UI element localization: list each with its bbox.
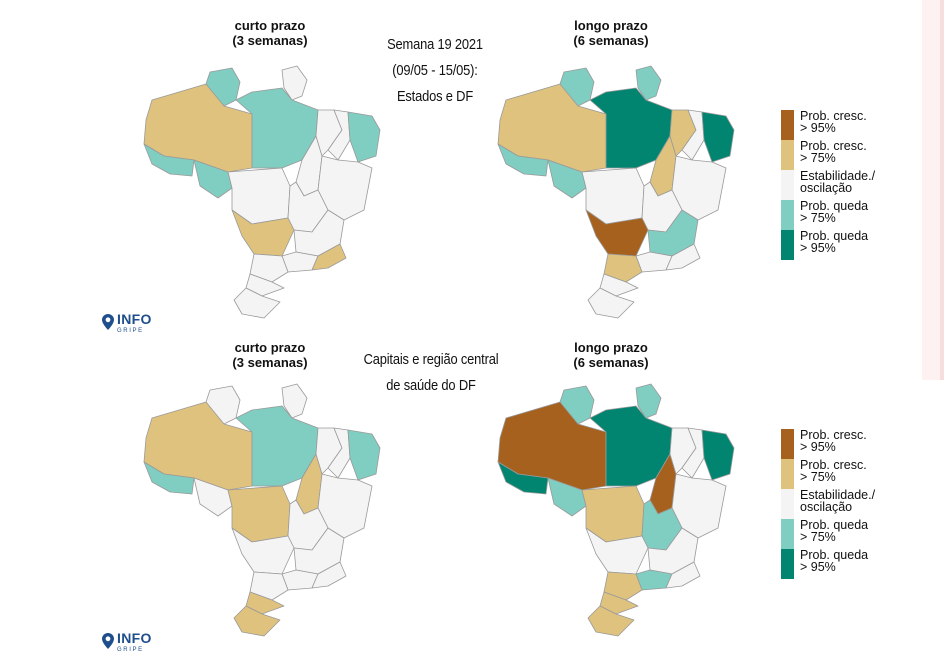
region-ms [231, 209, 295, 257]
region-sc [599, 591, 639, 615]
region-rs [587, 287, 635, 319]
legend-swatch [781, 429, 794, 459]
legend-item: Prob. queda > 95% [781, 549, 921, 579]
side-panel-strip [922, 0, 944, 380]
logo-sub-text: GRIPE [117, 647, 144, 653]
legend-top: Prob. cresc. > 95% Prob. cresc. > 75% Esta… [781, 110, 921, 260]
legend-label: Prob. cresc. > 75% [800, 458, 867, 484]
region-rs [233, 605, 281, 637]
region-ms [585, 527, 649, 575]
region-ap [281, 383, 308, 419]
legend-swatch [781, 200, 794, 230]
legend-label: Prob. cresc. > 95% [800, 428, 867, 454]
region-sc [599, 273, 639, 297]
map-pin-icon [102, 633, 114, 649]
logo-sub-text: GRIPE [117, 328, 144, 334]
region-rj [665, 243, 701, 271]
map-title-states-long: longo prazo (6 semanas) [573, 18, 649, 48]
region-ro [193, 477, 233, 517]
legend-item: Prob. cresc. > 75% [781, 459, 921, 489]
legend-label: Prob. queda > 75% [800, 518, 869, 544]
region-sc [245, 591, 285, 615]
region-ac [143, 143, 195, 177]
region-rj [311, 243, 347, 271]
legend-label: Prob. cresc. > 75% [800, 139, 867, 165]
map-states-long [497, 65, 735, 319]
region-ro [193, 159, 233, 199]
side-panel-edge [940, 0, 944, 380]
region-ap [281, 65, 308, 101]
legend-label: Prob. queda > 95% [800, 229, 869, 255]
region-ne-coast [701, 429, 735, 481]
logo-main-text: INFO [117, 311, 152, 327]
map-title-capitals-short: curto prazo (3 semanas) [232, 340, 308, 370]
region-ne-coast [347, 111, 381, 163]
legend-swatch [781, 489, 794, 519]
region-ro [547, 159, 587, 199]
map-states-short [143, 65, 381, 319]
logo-main-text: INFO [117, 630, 152, 646]
infogripe-logo-top: INFO GRIPE [102, 311, 152, 336]
legend-bottom: Prob. cresc. > 95% Prob. cresc. > 75% Esta… [781, 429, 921, 579]
legend-label: Estabilidade./oscilação [800, 488, 876, 514]
legend-swatch [781, 170, 794, 200]
legend-swatch [781, 110, 794, 140]
map-title-states-short: curto prazo (3 semanas) [232, 18, 308, 48]
legend-item: Prob. cresc. > 75% [781, 140, 921, 170]
region-ac [497, 461, 549, 495]
infogripe-logo-bottom: INFO GRIPE [102, 630, 152, 655]
legend-swatch [781, 230, 794, 260]
legend-item: Prob. queda > 95% [781, 230, 921, 260]
legend-label: Estabilidade./oscilação [800, 169, 876, 195]
legend-swatch [781, 549, 794, 579]
region-rs [233, 287, 281, 319]
legend-swatch [781, 140, 794, 170]
region-ms [585, 209, 649, 257]
map-capitals-long [497, 383, 735, 637]
region-ro [547, 477, 587, 517]
region-rs [587, 605, 635, 637]
legend-item: Estabilidade./oscilação [781, 489, 921, 519]
legend-item: Prob. cresc. > 95% [781, 110, 921, 140]
legend-label: Prob. queda > 75% [800, 199, 869, 225]
region-pr [603, 253, 643, 283]
region-ac [143, 461, 195, 495]
legend-label: Prob. cresc. > 95% [800, 109, 867, 135]
region-ne-coast [347, 429, 381, 481]
region-pr [249, 571, 289, 601]
region-sc [245, 273, 285, 297]
region-pr [249, 253, 289, 283]
region-rj [665, 561, 701, 589]
legend-item: Prob. cresc. > 95% [781, 429, 921, 459]
region-ac [497, 143, 549, 177]
region-ms [231, 527, 295, 575]
region-rj [311, 561, 347, 589]
region-ap [635, 65, 662, 101]
map-capitals-short [143, 383, 381, 637]
legend-swatch [781, 519, 794, 549]
map-pin-icon [102, 314, 114, 330]
legend-label: Prob. queda > 95% [800, 548, 869, 574]
legend-item: Estabilidade./oscilação [781, 170, 921, 200]
header-states: Semana 19 2021 (09/05 - 15/05): Estados … [387, 36, 483, 105]
header-capitals: Capitais e região central de saúde do DF [363, 351, 499, 394]
region-pr [603, 571, 643, 601]
legend-item: Prob. queda > 75% [781, 519, 921, 549]
legend-swatch [781, 459, 794, 489]
legend-item: Prob. queda > 75% [781, 200, 921, 230]
map-title-capitals-long: longo prazo (6 semanas) [573, 340, 649, 370]
region-ne-coast [701, 111, 735, 163]
region-ap [635, 383, 662, 419]
